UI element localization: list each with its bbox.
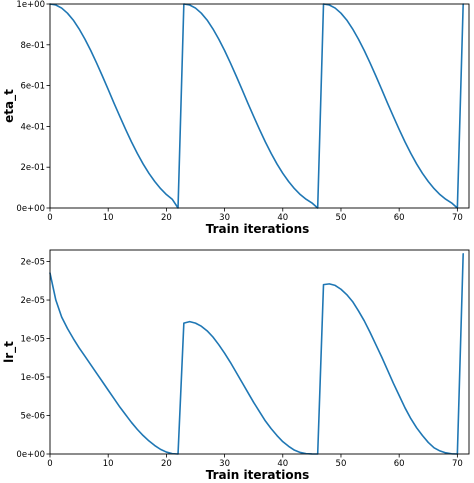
y-tick-label: 0e+00 (16, 450, 45, 460)
x-tick-label: 70 (452, 459, 463, 469)
y-tick-label: 2e-01 (20, 163, 45, 173)
y-tick-label: 4e-01 (20, 122, 45, 132)
x-tick-label: 10 (103, 459, 114, 469)
x-tick-label: 10 (103, 213, 114, 223)
x-tick-label: 0 (47, 213, 52, 223)
y-tick-label: 1e+00 (16, 0, 45, 10)
y-tick-label: 8e-01 (20, 41, 45, 51)
x-tick-label: 70 (452, 213, 463, 223)
x-tick-label: 30 (219, 459, 230, 469)
x-tick-label: 60 (394, 213, 405, 223)
y-tick-label: 1e-05 (20, 335, 45, 345)
x-tick-label: 50 (336, 213, 347, 223)
y-axis-label: eta_t (2, 89, 17, 123)
x-tick-label: 0 (47, 459, 52, 469)
x-tick-label: 60 (394, 459, 405, 469)
series-line (49, 253, 464, 455)
y-tick-label: 5e-06 (20, 412, 45, 422)
x-tick-label: 40 (277, 459, 288, 469)
x-axis-label: Train iterations (206, 222, 310, 236)
y-tick-label: 1e-05 (20, 373, 45, 383)
y-tick-label: 2e-05 (20, 258, 45, 268)
x-tick-label: 30 (219, 213, 230, 223)
x-tick-label: 20 (161, 459, 172, 469)
x-axis-label: Train iterations (206, 468, 310, 482)
x-tick-label: 40 (277, 213, 288, 223)
plot-frame (49, 3, 470, 209)
x-tick-label: 50 (336, 459, 347, 469)
x-tick-label: 20 (161, 213, 172, 223)
eta-chart: 0 10 20 30 40 50 60 70 0e+00 2e-01 4e-01 6e-01 8e-01… (2, 0, 470, 236)
series-line (49, 3, 464, 209)
y-axis-label: lr_t (2, 341, 17, 363)
lr-chart: 0 10 20 30 40 50 60 70 0e+00 5e-06 1e-05 1e-05 2e-05… (2, 249, 470, 482)
plot-frame (49, 249, 470, 455)
y-tick-label: 0e+00 (16, 204, 45, 214)
y-tick-label: 2e-05 (20, 296, 45, 306)
y-tick-label: 6e-01 (20, 82, 45, 92)
